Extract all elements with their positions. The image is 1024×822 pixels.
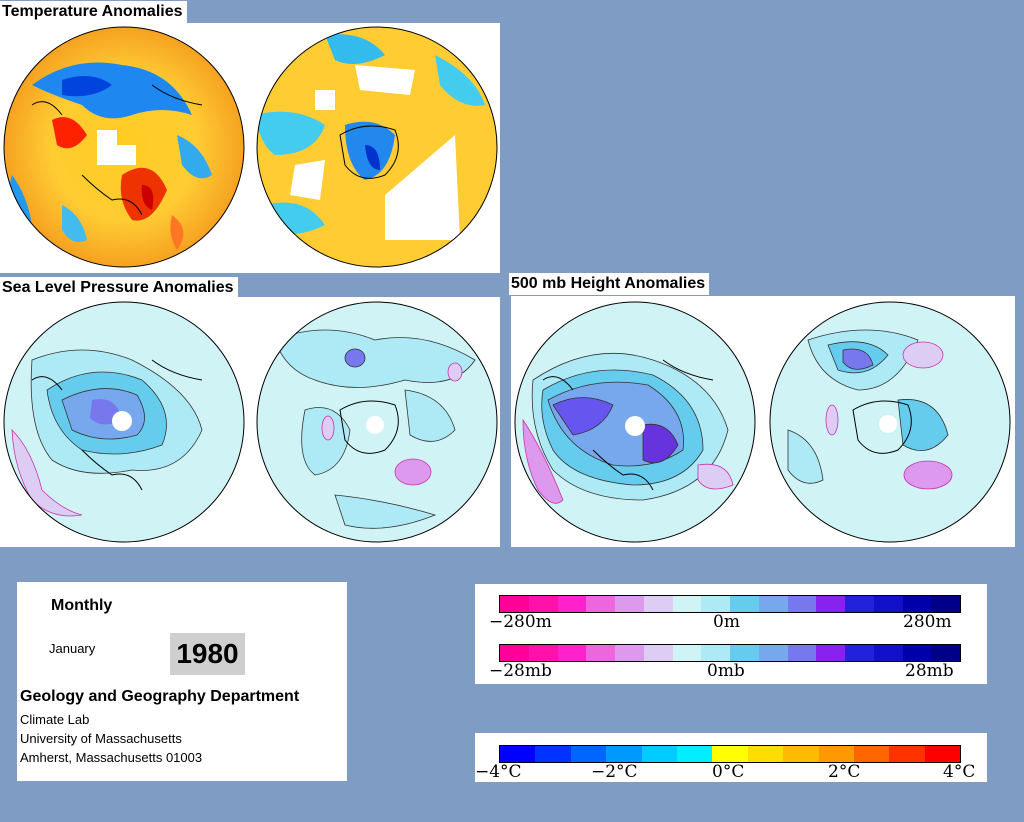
month-label: January — [49, 641, 96, 656]
height500-title: 500 mb Height Anomalies — [509, 273, 710, 295]
temperature-tick-minus4: −4°C — [475, 762, 522, 782]
anomaly-legend: −280m 0m 280m −28mb 0mb 28mb — [475, 584, 987, 684]
height-colorbar-segment — [643, 596, 673, 612]
pressure-colorbar-segment — [873, 645, 903, 661]
temperature-panel — [0, 23, 500, 273]
height-colorbar-segment — [557, 596, 587, 612]
pressure-colorbar-segment — [643, 645, 673, 661]
height500-globe-south — [768, 300, 1012, 544]
temperature-colorbar-segment — [889, 746, 925, 762]
pressure-colorbar-segment — [615, 645, 644, 661]
slp-panel — [0, 297, 500, 547]
slp-globe-north — [2, 300, 246, 544]
height-colorbar — [499, 595, 961, 613]
pressure-tick-right: 28mb — [905, 661, 954, 681]
pressure-colorbar-segment — [586, 645, 615, 661]
pressure-colorbar-segment — [758, 645, 788, 661]
slp-globe-south — [255, 300, 499, 544]
temperature-colorbar-segment — [712, 746, 748, 762]
temperature-colorbar-segment — [818, 746, 854, 762]
temperature-colorbar-segment — [570, 746, 607, 762]
temperature-colorbar-segment — [676, 746, 713, 762]
university-label: University of Massachusetts — [20, 731, 182, 746]
pressure-colorbar-segment — [902, 645, 932, 661]
temperature-colorbar-segment — [535, 746, 571, 762]
temperature-globe-north — [2, 25, 246, 269]
height-tick-center: 0m — [713, 612, 740, 632]
info-box: Monthly January 1980 Geology and Geograp… — [17, 582, 347, 781]
pressure-colorbar-segment — [672, 645, 702, 661]
height-colorbar-segment — [787, 596, 817, 612]
height-colorbar-segment — [873, 596, 903, 612]
height-colorbar-segment — [615, 596, 644, 612]
department-label: Geology and Geography Department — [20, 688, 300, 705]
height-colorbar-segment — [672, 596, 702, 612]
slp-title: Sea Level Pressure Anomalies — [0, 277, 238, 299]
pressure-colorbar-segment — [528, 645, 558, 661]
pressure-colorbar-segment — [931, 645, 960, 661]
temperature-tick-0: 0°C — [712, 762, 745, 782]
height-tick-right: 280m — [903, 612, 952, 632]
frequency-label: Monthly — [51, 597, 113, 614]
year-label: 1980 — [170, 633, 245, 675]
temperature-colorbar-segment — [783, 746, 819, 762]
height-colorbar-segment — [586, 596, 615, 612]
pressure-colorbar-segment — [816, 645, 845, 661]
temperature-colorbar-segment — [641, 746, 677, 762]
temperature-globe-south — [255, 25, 499, 269]
temperature-colorbar-segment — [853, 746, 890, 762]
height-colorbar-segment — [528, 596, 558, 612]
pressure-colorbar-segment — [845, 645, 874, 661]
pressure-colorbar-segment — [730, 645, 759, 661]
height-colorbar-segment — [816, 596, 845, 612]
temperature-colorbar-segment — [747, 746, 784, 762]
temperature-colorbar-segment — [500, 746, 536, 762]
height-colorbar-segment — [902, 596, 932, 612]
temperature-title: Temperature Anomalies — [0, 1, 187, 23]
height-colorbar-segment — [758, 596, 788, 612]
pressure-colorbar-segment — [500, 645, 529, 661]
height-colorbar-segment — [500, 596, 529, 612]
pressure-tick-left: −28mb — [489, 661, 552, 681]
height500-globe-north — [513, 300, 757, 544]
lab-label: Climate Lab — [20, 712, 90, 727]
temperature-tick-4: 4°C — [943, 762, 976, 782]
height-colorbar-segment — [701, 596, 730, 612]
height-tick-left: −280m — [489, 612, 552, 632]
temperature-tick-2: 2°C — [828, 762, 861, 782]
pressure-colorbar — [499, 644, 961, 662]
height500-panel — [511, 296, 1015, 547]
height-colorbar-segment — [931, 596, 960, 612]
temperature-legend: −4°C −2°C 0°C 2°C 4°C — [475, 733, 987, 782]
height-colorbar-segment — [730, 596, 759, 612]
pressure-colorbar-segment — [787, 645, 817, 661]
temperature-colorbar — [499, 745, 961, 763]
temperature-colorbar-segment — [924, 746, 961, 762]
pressure-colorbar-segment — [557, 645, 587, 661]
height-colorbar-segment — [845, 596, 874, 612]
temperature-tick-minus2: −2°C — [591, 762, 638, 782]
address-label: Amherst, Massachusetts 01003 — [20, 750, 203, 765]
pressure-colorbar-segment — [701, 645, 730, 661]
pressure-tick-center: 0mb — [707, 661, 745, 681]
temperature-colorbar-segment — [606, 746, 642, 762]
